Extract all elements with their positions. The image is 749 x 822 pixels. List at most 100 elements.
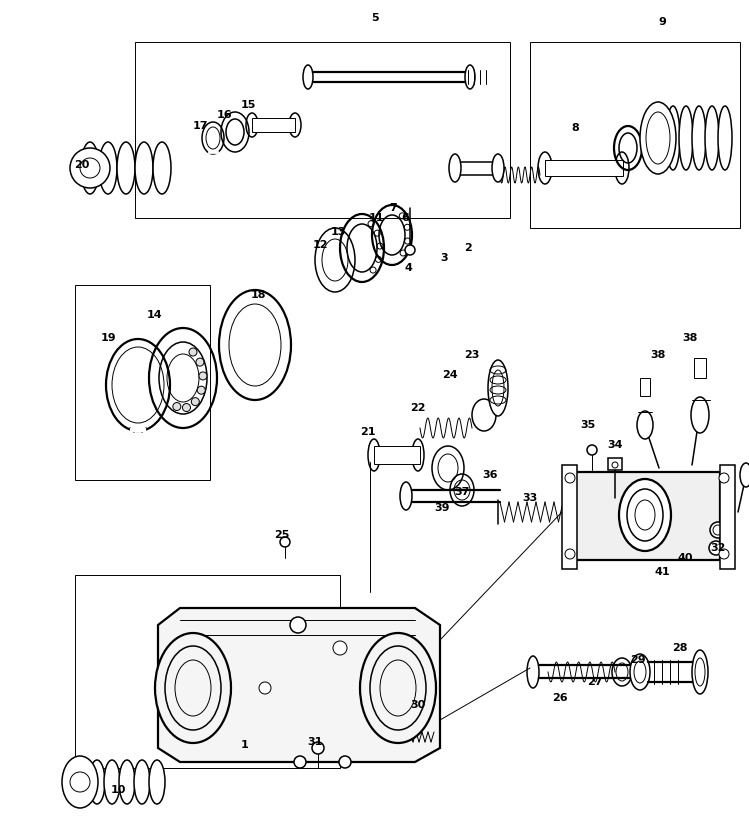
Ellipse shape xyxy=(89,760,105,804)
Bar xyxy=(640,378,650,396)
Ellipse shape xyxy=(640,102,676,174)
Text: 13: 13 xyxy=(330,227,346,237)
Text: 12: 12 xyxy=(312,240,328,250)
Ellipse shape xyxy=(99,142,117,194)
Text: 25: 25 xyxy=(274,530,290,540)
Ellipse shape xyxy=(679,106,693,170)
Circle shape xyxy=(565,549,575,559)
Text: 27: 27 xyxy=(587,677,603,687)
Bar xyxy=(562,465,577,569)
Ellipse shape xyxy=(135,142,153,194)
Ellipse shape xyxy=(465,65,475,89)
Text: 23: 23 xyxy=(464,350,479,360)
Circle shape xyxy=(719,473,729,483)
Text: 40: 40 xyxy=(677,553,693,563)
Ellipse shape xyxy=(637,411,653,439)
Text: 22: 22 xyxy=(410,403,425,413)
Text: 17: 17 xyxy=(192,121,207,131)
Text: 6: 6 xyxy=(401,213,409,223)
Bar xyxy=(572,472,720,560)
Circle shape xyxy=(709,541,723,555)
Ellipse shape xyxy=(492,154,504,182)
Ellipse shape xyxy=(412,439,424,471)
Ellipse shape xyxy=(692,106,706,170)
Bar xyxy=(374,446,420,464)
Text: 3: 3 xyxy=(440,253,448,263)
Text: 2: 2 xyxy=(464,243,472,253)
Text: 5: 5 xyxy=(372,13,379,23)
Circle shape xyxy=(411,705,425,719)
Ellipse shape xyxy=(104,760,120,804)
Text: 9: 9 xyxy=(658,17,666,27)
Text: 14: 14 xyxy=(148,310,163,320)
Circle shape xyxy=(587,445,597,455)
Circle shape xyxy=(280,537,290,547)
Circle shape xyxy=(294,756,306,768)
Text: 18: 18 xyxy=(250,290,266,300)
Text: 35: 35 xyxy=(580,420,595,430)
Text: 26: 26 xyxy=(552,693,568,703)
Text: 28: 28 xyxy=(673,643,688,653)
Ellipse shape xyxy=(149,760,165,804)
Text: 10: 10 xyxy=(110,785,126,795)
Ellipse shape xyxy=(527,656,539,688)
Text: 34: 34 xyxy=(607,440,622,450)
Circle shape xyxy=(196,358,204,366)
Text: 31: 31 xyxy=(307,737,323,747)
Circle shape xyxy=(333,641,347,655)
Bar xyxy=(608,458,622,470)
Ellipse shape xyxy=(630,654,650,690)
Text: 11: 11 xyxy=(369,213,383,223)
Text: 33: 33 xyxy=(522,493,538,503)
Ellipse shape xyxy=(62,756,98,808)
Polygon shape xyxy=(158,608,440,762)
Text: 41: 41 xyxy=(654,567,670,577)
Circle shape xyxy=(612,462,618,468)
Circle shape xyxy=(191,398,199,405)
Text: 37: 37 xyxy=(455,487,470,497)
Circle shape xyxy=(290,617,306,633)
Text: 19: 19 xyxy=(100,333,116,343)
Bar xyxy=(545,160,623,176)
Text: 8: 8 xyxy=(571,123,579,133)
Ellipse shape xyxy=(153,142,171,194)
Text: 30: 30 xyxy=(410,700,425,710)
Ellipse shape xyxy=(692,650,708,694)
Text: 24: 24 xyxy=(442,370,458,380)
Circle shape xyxy=(312,742,324,754)
Ellipse shape xyxy=(400,482,412,510)
Text: 38: 38 xyxy=(650,350,666,360)
Text: 32: 32 xyxy=(710,543,726,553)
Circle shape xyxy=(189,348,197,356)
Text: 16: 16 xyxy=(216,110,231,120)
Ellipse shape xyxy=(740,463,749,487)
Text: 39: 39 xyxy=(434,503,449,513)
Bar xyxy=(694,358,706,378)
Circle shape xyxy=(259,682,271,694)
Text: 1: 1 xyxy=(241,740,249,750)
Text: 15: 15 xyxy=(240,100,255,110)
Circle shape xyxy=(565,473,575,483)
Text: 7: 7 xyxy=(389,203,397,213)
Ellipse shape xyxy=(119,760,135,804)
Text: 38: 38 xyxy=(682,333,697,343)
Circle shape xyxy=(173,403,181,410)
Ellipse shape xyxy=(653,106,667,170)
Ellipse shape xyxy=(538,152,552,184)
Ellipse shape xyxy=(449,154,461,182)
Ellipse shape xyxy=(691,397,709,433)
Ellipse shape xyxy=(155,633,231,743)
Circle shape xyxy=(339,756,351,768)
Ellipse shape xyxy=(666,106,680,170)
Circle shape xyxy=(183,404,190,412)
Circle shape xyxy=(197,386,205,395)
Ellipse shape xyxy=(368,439,380,471)
Circle shape xyxy=(199,372,207,380)
Ellipse shape xyxy=(289,113,301,137)
Ellipse shape xyxy=(615,152,629,184)
Text: 29: 29 xyxy=(630,655,646,665)
Text: 21: 21 xyxy=(360,427,376,437)
Circle shape xyxy=(710,522,726,538)
Ellipse shape xyxy=(81,142,99,194)
Circle shape xyxy=(70,148,110,188)
